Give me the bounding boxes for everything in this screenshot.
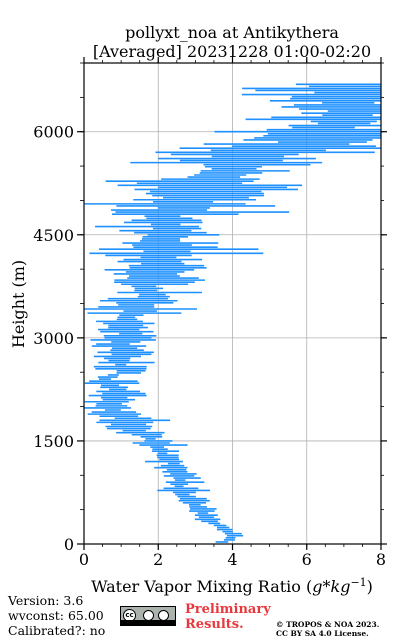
chart-title-line1: pollyxt_noa at Antikythera (125, 23, 339, 42)
axis-ticks: 0 2 4 6 8 0 1500 3000 4500 6000 (33, 57, 387, 569)
cc-license-icon: cc (120, 606, 176, 626)
x-tick-label: 4 (227, 550, 237, 569)
y-tick-label: 4500 (33, 226, 74, 245)
calibrated-text: Calibrated?: no (8, 623, 106, 638)
y-tick-label: 1500 (33, 432, 74, 451)
y-tick-label: 6000 (33, 123, 74, 142)
x-tick-label: 0 (79, 550, 89, 569)
wvconst-text: wvconst: 65.00 (8, 608, 104, 623)
profile-lines (84, 83, 381, 543)
x-tick-label: 2 (153, 550, 163, 569)
version-text: Version: 3.6 (8, 593, 84, 608)
preliminary-line1: Preliminary (185, 602, 271, 617)
y-axis-label: Height (m) (9, 260, 28, 348)
copyright-line2: CC BY SA 4.0 License. (276, 629, 369, 638)
preliminary-results: Preliminary Results. (185, 602, 271, 632)
x-axis-label: Water Vapor Mixing Ratio (g*kg−1) (91, 576, 373, 597)
copyright-line1: © TROPOS & NOA 2023. (276, 620, 380, 629)
x-tick-label: 8 (376, 550, 386, 569)
preliminary-line2: Results. (185, 617, 244, 632)
copyright: © TROPOS & NOA 2023. CC BY SA 4.0 Licens… (276, 620, 379, 638)
chart-title-line2: [Averaged] 20231228 01:00-02:20 (93, 42, 371, 61)
x-tick-label: 6 (302, 550, 312, 569)
y-tick-label: 3000 (33, 329, 74, 348)
y-tick-label: 0 (64, 535, 74, 554)
